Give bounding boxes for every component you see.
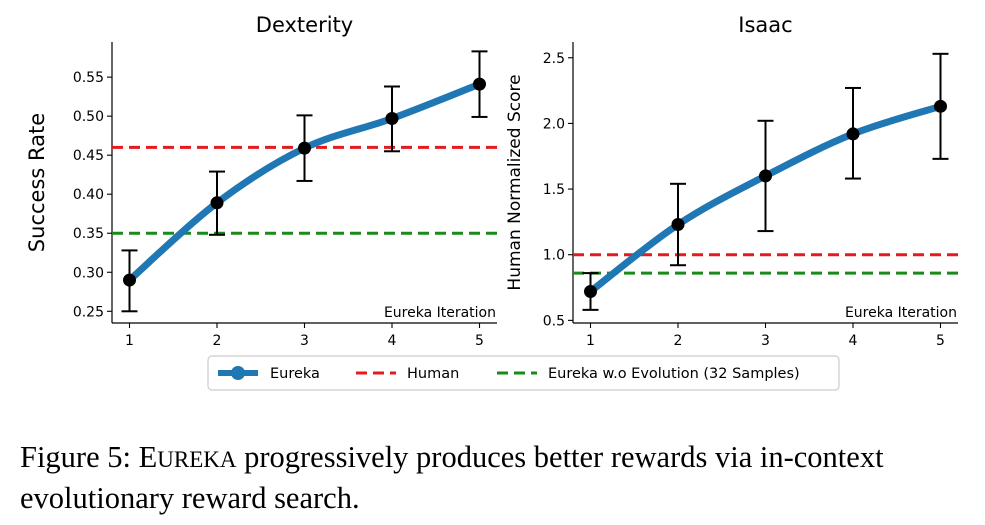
y-tick-label: 0.25: [73, 304, 104, 320]
data-point: [759, 169, 772, 183]
chart-title: Isaac: [738, 13, 792, 37]
x-tick-label: 5: [475, 333, 484, 349]
data-point: [210, 196, 224, 210]
y-tick-label: 0.35: [73, 226, 104, 242]
x-tick-label: 3: [761, 333, 770, 349]
data-point: [385, 111, 399, 125]
y-tick-label: 2.0: [543, 116, 565, 132]
y-tick-label: 0.5: [543, 313, 565, 329]
chart-panel-2: Isaac Human Normalized Score Eureka Iterat…: [505, 13, 958, 349]
legend-label: Eureka w.o Evolution (32 Samples): [548, 366, 800, 382]
y-tick-label: 0.50: [73, 109, 104, 125]
data-point: [473, 77, 486, 91]
eureka-series-line: [126, 80, 483, 284]
caption-smallcaps: UREKA: [157, 447, 237, 472]
y-axis-label: Human Normalized Score: [505, 74, 525, 290]
legend: Eureka Human Eureka w.o Evolution (32 Samp…: [207, 355, 840, 391]
chart-panel-1: Dexterity Success Rate Eureka Iteration 0.2…: [25, 13, 497, 349]
y-axis-label: Success Rate: [25, 113, 49, 252]
y-tick-label: 0.40: [73, 187, 104, 203]
legend-label: Human: [407, 366, 459, 382]
caption-text: progressively produces better rewards vi…: [20, 440, 884, 515]
y-tick-label: 0.55: [73, 70, 104, 86]
chart-title: Dexterity: [256, 13, 353, 37]
figure-caption: Figure 5: EUREKA progressively produces …: [20, 438, 970, 517]
x-tick-label: 1: [125, 333, 134, 349]
x-tick-label: 4: [388, 333, 397, 349]
x-axis-label: Eureka Iteration: [845, 305, 957, 321]
caption-prefix: Figure 5: E: [20, 440, 158, 474]
y-tick-label: 1.0: [543, 248, 565, 264]
x-tick-label: 3: [300, 333, 309, 349]
x-tick-label: 1: [586, 333, 595, 349]
y-tick-label: 1.5: [543, 182, 565, 198]
data-point: [123, 273, 136, 287]
data-point: [934, 99, 947, 113]
x-tick-label: 4: [849, 333, 858, 349]
data-point: [846, 127, 860, 141]
x-tick-label: 5: [936, 333, 945, 349]
data-point: [584, 284, 597, 298]
y-tick-label: 0.30: [73, 265, 104, 281]
legend-marker-eureka: [231, 366, 245, 380]
y-tick-label: 0.45: [73, 148, 104, 164]
data-point: [671, 218, 685, 232]
legend-label: Eureka: [270, 366, 320, 382]
x-tick-label: 2: [674, 333, 683, 349]
x-tick-label: 2: [213, 333, 222, 349]
data-point: [298, 141, 311, 155]
y-tick-label: 2.5: [543, 51, 565, 67]
x-axis-label: Eureka Iteration: [384, 305, 496, 321]
figure: Dexterity Success Rate Eureka Iteration 0.2…: [25, 13, 958, 391]
